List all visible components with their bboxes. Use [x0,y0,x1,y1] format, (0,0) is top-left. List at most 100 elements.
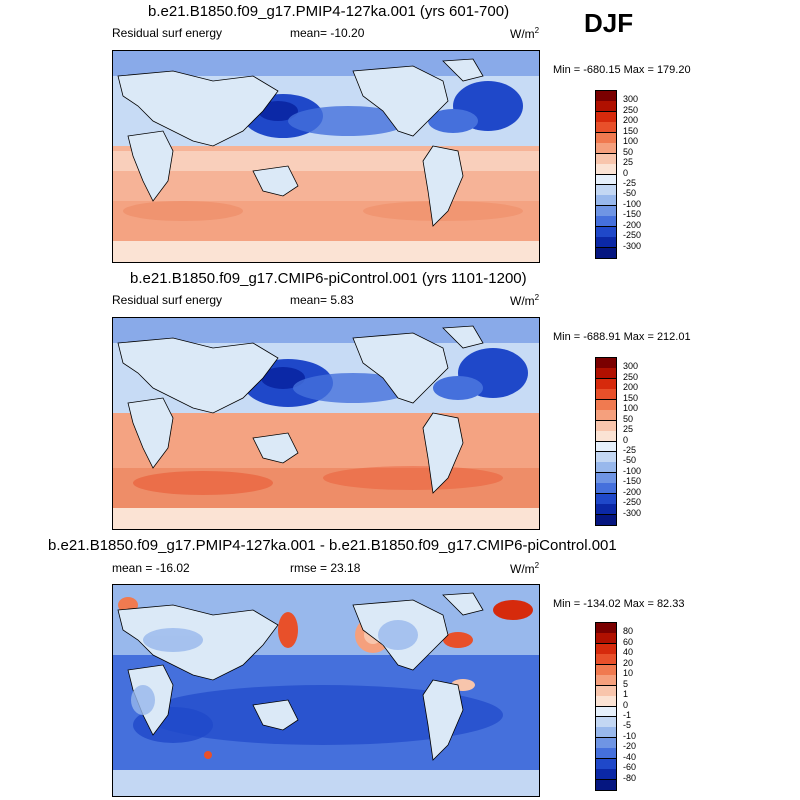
colorbar-segment [596,122,616,134]
panel-3-mean: mean = -16.02 [112,561,190,575]
panel-2-units: W/m2 [510,293,540,308]
colorbar-tick-label: 50 [623,413,634,424]
colorbar-tick-label: -150 [623,476,642,487]
colorbar-segment [596,696,616,707]
colorbar-tick-label: -300 [623,507,642,518]
colorbar-tick-label: -40 [623,751,637,762]
colorbar-tick-label: -250 [623,497,642,508]
colorbar-segment [596,216,616,228]
colorbar-segment [596,399,616,411]
colorbar-tick-label: 250 [623,104,639,115]
colorbar-segment [596,431,616,442]
panel-2-map [112,317,540,530]
colorbar-tick-label: -250 [623,230,642,241]
panel-1-mean: mean= -10.20 [290,26,365,40]
colorbar-segment [596,174,616,186]
colorbar-tick-label: 300 [623,94,639,105]
panel-1-left-label: Residual surf energy [112,26,223,40]
colorbar-segment [596,164,616,175]
colorbar-segment [596,111,616,123]
colorbar-tick-label: 0 [623,699,629,710]
colorbar-segment [596,184,616,196]
colorbar-tick-label: 100 [623,136,639,147]
colorbar-tick-label: -100 [623,465,642,476]
colorbar-segment [596,633,616,645]
colorbar-segment [596,237,616,249]
colorbar-segment [596,623,616,634]
colorbar-segment [596,410,616,422]
panel-2-colorbar-box [595,357,617,526]
colorbar-tick-label: 150 [623,392,639,403]
colorbar-tick-label: -200 [623,219,642,230]
colorbar-tick-label: -50 [623,455,637,466]
colorbar-segment [596,779,616,791]
colorbar-tick-label: 80 [623,626,634,637]
colorbar-segment [596,101,616,113]
colorbar-segment [596,247,616,259]
panel-2-minmax: Min = -688.91 Max = 212.01 [553,331,691,343]
panel-3-rmse: rmse = 23.18 [290,561,361,575]
colorbar-tick-label: 300 [623,361,639,372]
colorbar-tick-label: 200 [623,382,639,393]
panel-3-title: b.e21.B1850.f09_g17.PMIP4-127ka.001 - b.… [48,537,617,554]
panel-1-units: W/m2 [510,26,540,41]
colorbar-segment [596,451,616,463]
colorbar-segment [596,706,616,718]
colorbar-tick-label: -50 [623,188,637,199]
panel-1-colorbar-box [595,90,617,259]
colorbar-tick-label: 25 [623,424,634,435]
colorbar-tick-label: 100 [623,403,639,414]
colorbar-segment [596,493,616,505]
panel-3-minmax: Min = -134.02 Max = 82.33 [553,598,685,610]
colorbar-segment [596,769,616,781]
panel-3-units: W/m2 [510,561,540,576]
colorbar-tick-label: 40 [623,647,634,658]
colorbar-segment [596,483,616,495]
colorbar-tick-label: 5 [623,678,629,689]
season-label: DJF [584,8,634,38]
colorbar-tick-label: -100 [623,198,642,209]
colorbar-segment [596,643,616,655]
colorbar-segment [596,462,616,474]
colorbar-tick-label: 50 [623,146,634,157]
colorbar-tick-label: -80 [623,772,637,783]
panel-2-left-label: Residual surf energy [112,293,223,307]
panel-1-map [112,50,540,263]
colorbar-tick-label: -1 [623,709,632,720]
colorbar-segment [596,748,616,760]
colorbar-segment [596,358,616,369]
colorbar-tick-label: 25 [623,157,634,168]
colorbar-segment [596,441,616,453]
colorbar-segment [596,389,616,401]
panel-3-map-svg [113,585,539,796]
colorbar-segment [596,153,616,165]
colorbar-tick-label: 60 [623,636,634,647]
colorbar-tick-label: 200 [623,115,639,126]
colorbar-tick-label: 150 [623,125,639,136]
colorbar-segment [596,420,616,432]
colorbar-segment [596,675,616,687]
colorbar-segment [596,195,616,207]
colorbar-tick-label: -20 [623,741,637,752]
colorbar-tick-label: 10 [623,668,634,679]
colorbar-segment [596,143,616,155]
colorbar-segment [596,716,616,728]
colorbar-segment [596,368,616,380]
colorbar-tick-label: 20 [623,657,634,668]
colorbar-segment [596,727,616,739]
panel-2-title: b.e21.B1850.f09_g17.CMIP6-piControl.001 … [130,270,527,287]
colorbar-segment [596,91,616,102]
colorbar-tick-label: 1 [623,689,629,700]
colorbar-tick-label: -25 [623,177,637,188]
colorbar-tick-label: -25 [623,444,637,455]
colorbar-segment [596,685,616,697]
colorbar-tick-label: 0 [623,167,629,178]
panel-2-mean: mean= 5.83 [290,293,354,307]
colorbar-segment [596,472,616,484]
colorbar-tick-label: 0 [623,434,629,445]
colorbar-tick-label: -150 [623,209,642,220]
panel-3-colorbar-box [595,622,617,791]
colorbar-segment [596,378,616,390]
colorbar-segment [596,664,616,676]
panel-3-map [112,584,540,797]
